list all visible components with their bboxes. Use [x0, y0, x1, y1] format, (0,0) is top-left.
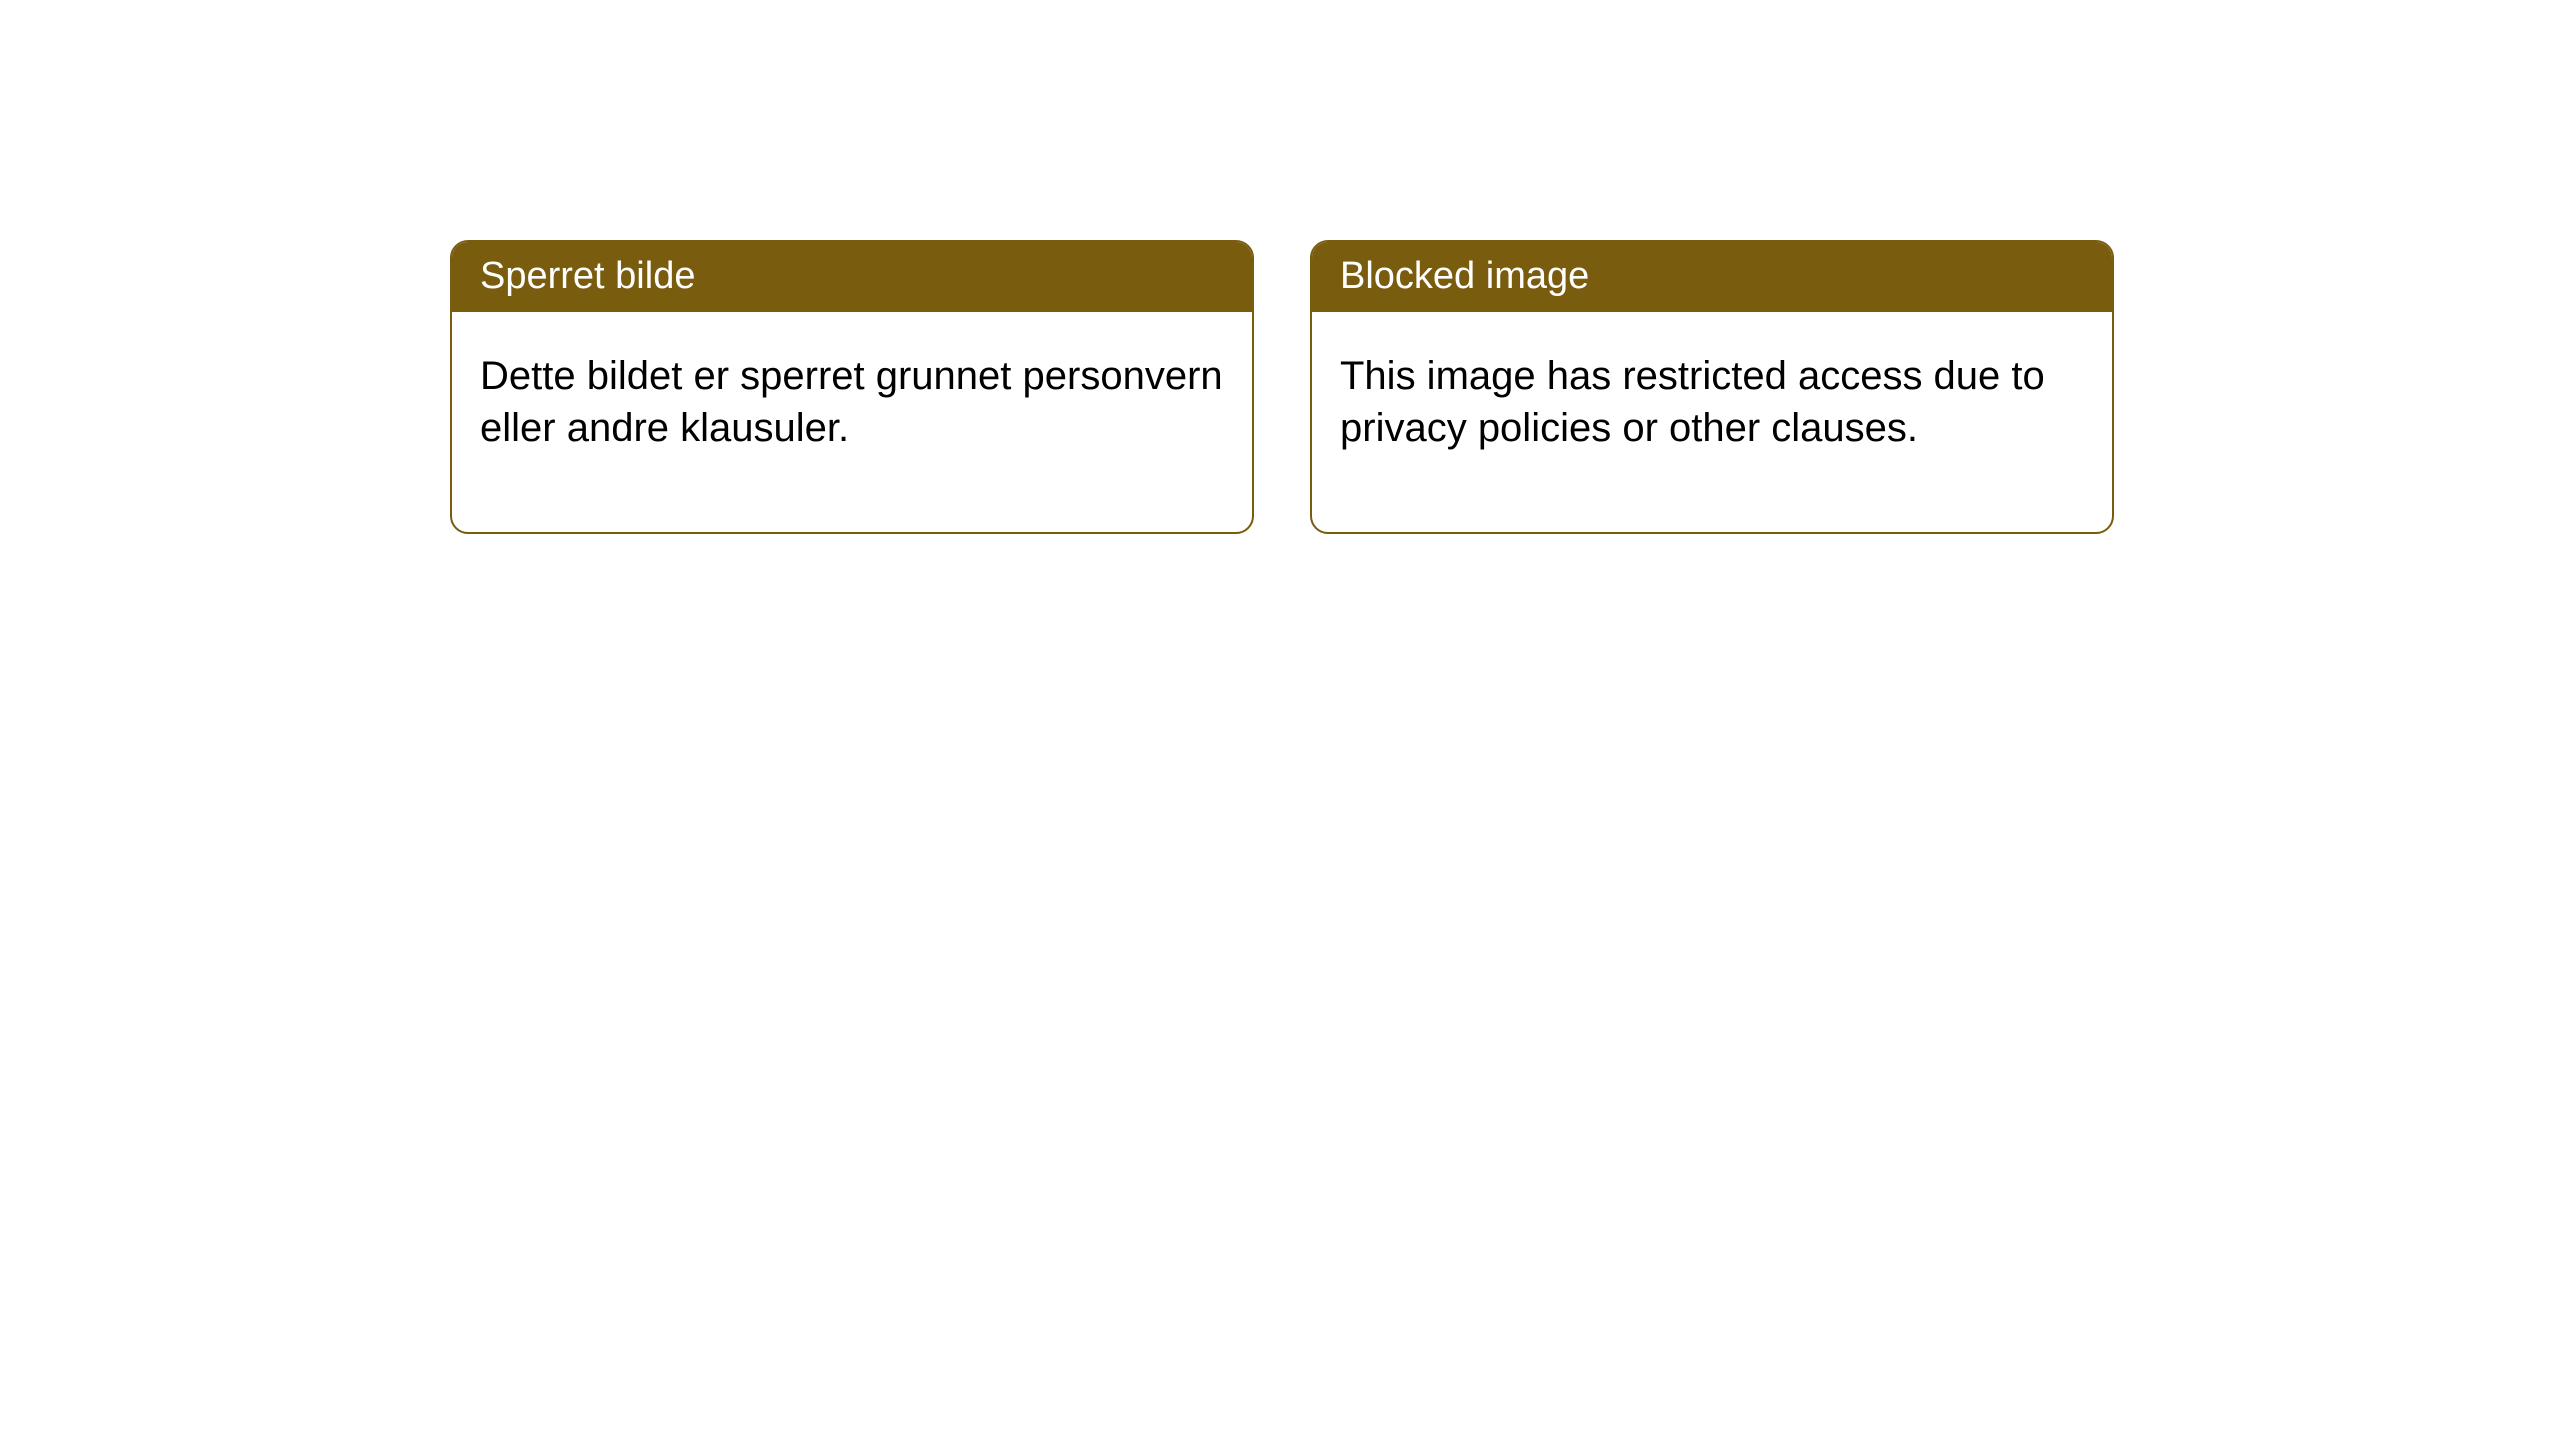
notice-title: Blocked image: [1312, 242, 2112, 312]
notice-title: Sperret bilde: [452, 242, 1252, 312]
notice-container: Sperret bilde Dette bildet er sperret gr…: [0, 0, 2560, 534]
notice-body: This image has restricted access due to …: [1312, 312, 2112, 532]
notice-card-english: Blocked image This image has restricted …: [1310, 240, 2114, 534]
notice-card-norwegian: Sperret bilde Dette bildet er sperret gr…: [450, 240, 1254, 534]
notice-body: Dette bildet er sperret grunnet personve…: [452, 312, 1252, 532]
